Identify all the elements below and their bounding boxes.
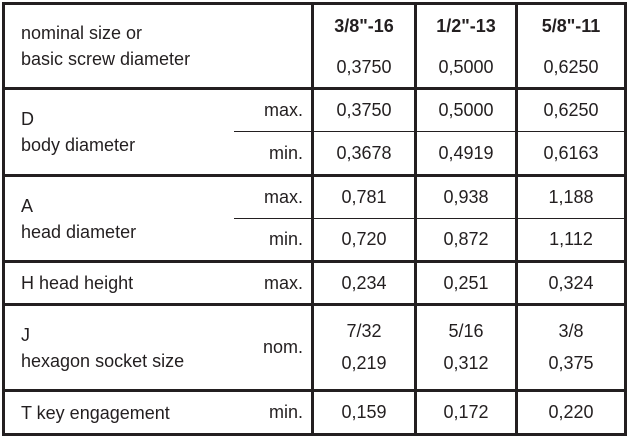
body-diameter-max-1-2: 0,5000 (415, 88, 518, 132)
head-height-1-2: 0,251 (415, 261, 518, 306)
key-engagement-1-2: 0,172 (415, 390, 518, 436)
table-row-head-height: H head height max. 0,234 0,251 0,324 (2, 261, 627, 306)
table-row-head-diameter-min: min. 0,720 0,872 1,112 (4, 218, 627, 263)
head-diameter-min-3-8: 0,720 (312, 218, 417, 263)
head-height-3-8: 0,234 (312, 261, 417, 306)
socket-size-decimal-1-2: 0,312 (443, 353, 489, 373)
body-diameter-label-cell: D body diameter (2, 88, 234, 177)
nominal-size-label-cell: nominal size or basic screw diameter (2, 2, 314, 90)
key-engagement-5-8: 0,220 (516, 390, 627, 436)
table-row-nominal-header: nominal size or basic screw diameter 3/8… (2, 2, 627, 90)
head-height-limit-label: max. (233, 261, 314, 306)
socket-size-fraction-5-8: 3/8 (558, 321, 584, 341)
socket-size-label: hexagon socket size (21, 350, 185, 371)
table-row-nominal-values: 0,3750 0,5000 0,6250 (4, 47, 627, 90)
table-row-body-diameter-min: min. 0,3678 0,4919 0,6163 (4, 131, 627, 177)
body-diameter-min-1-2: 0,4919 (415, 131, 518, 177)
body-diameter-min-5-8: 0,6163 (516, 131, 627, 177)
body-diameter-max-3-8: 0,3750 (312, 88, 417, 132)
head-diameter-max-5-8: 1,188 (516, 175, 627, 219)
head-diameter-max-3-8: 0,781 (312, 175, 417, 219)
head-diameter-max-label: max. (233, 175, 314, 219)
head-diameter-label-cell: A head diameter (2, 175, 234, 263)
head-diameter-min-1-2: 0,872 (415, 218, 518, 263)
key-engagement-label: T key engagement (2, 390, 234, 436)
socket-size-symbol: J (21, 324, 30, 345)
head-diameter-symbol: A (21, 195, 34, 216)
table-row-key-engagement: T key engagement min. 0,159 0,172 0,220 (2, 390, 627, 436)
table-row-head-diameter-max: A head diameter max. 0,781 0,938 1,188 (2, 175, 627, 263)
socket-size-decimal-3-8: 0,219 (341, 353, 387, 373)
nominal-size-label-line2: basic screw diameter (21, 49, 191, 69)
table-row-body-diameter-max: D body diameter max. 0,3750 0,5000 0,625… (2, 88, 627, 177)
body-diameter-symbol: D (21, 109, 34, 129)
nominal-value-1-2: 0,5000 (415, 47, 518, 90)
socket-size-decimal-5-8: 0,375 (548, 353, 594, 373)
nominal-value-5-8: 0,6250 (516, 47, 627, 90)
column-header-5-8: 5/8"-11 (516, 2, 627, 48)
body-diameter-label: body diameter (21, 135, 136, 155)
body-diameter-min-3-8: 0,3678 (312, 131, 417, 177)
body-diameter-max-label: max. (233, 88, 314, 132)
body-diameter-min-label: min. (233, 131, 314, 177)
socket-size-fraction-3-8: 7/32 (346, 321, 382, 341)
socket-size-fraction-1-2: 5/16 (448, 321, 484, 341)
nominal-value-3-8: 0,3750 (312, 47, 417, 90)
socket-size-limit-label: nom. (233, 304, 314, 392)
nominal-size-label-line1: nominal size or (21, 23, 143, 43)
key-engagement-limit-label: min. (233, 390, 314, 436)
head-diameter-label: head diameter (21, 221, 137, 242)
head-diameter-min-5-8: 1,112 (516, 218, 627, 263)
column-header-3-8: 3/8"-16 (312, 2, 417, 48)
head-diameter-max-1-2: 0,938 (415, 175, 518, 219)
head-height-label: H head height (2, 261, 234, 306)
column-header-1-2: 1/2"-13 (415, 2, 518, 48)
socket-size-1-2-cell: 5/16 0,312 (415, 304, 518, 392)
socket-size-5-8-cell: 3/8 0,375 (516, 304, 627, 392)
head-height-5-8: 0,324 (516, 261, 627, 306)
key-engagement-3-8: 0,159 (312, 390, 417, 436)
table-row-socket-size: J hexagon socket size nom. 7/32 0,219 5/… (2, 304, 627, 392)
socket-size-label-cell: J hexagon socket size (2, 304, 234, 392)
head-diameter-min-label: min. (233, 218, 314, 263)
socket-size-3-8-cell: 7/32 0,219 (312, 304, 417, 392)
body-diameter-max-5-8: 0,6250 (516, 88, 627, 132)
